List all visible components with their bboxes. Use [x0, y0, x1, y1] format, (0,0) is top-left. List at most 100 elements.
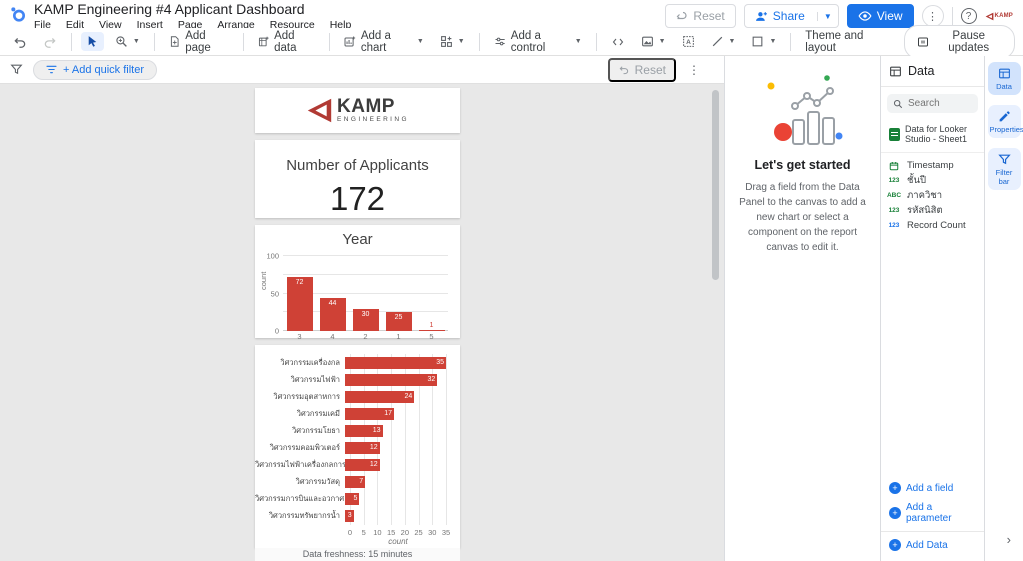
field-ภาควิชา[interactable]: ABC ภาควิชา	[885, 188, 980, 203]
x-tick-label: 25	[414, 528, 423, 537]
x-axis-categories: 3 4 2 1 5	[283, 332, 448, 341]
get-started-illustration	[767, 75, 842, 145]
theme-and-layout-button[interactable]: Theme and layout	[805, 29, 864, 54]
bar-value-label: 13	[372, 426, 381, 434]
bar[interactable]: 12	[345, 441, 380, 454]
add-quick-filter-button[interactable]: + Add quick filter	[33, 59, 158, 80]
pause-updates-button[interactable]: Pause updates	[904, 24, 1015, 59]
x-tick-label: 35	[441, 528, 451, 537]
filter-bar-more-icon[interactable]: ⋮	[688, 62, 700, 77]
bar-value-label: 17	[384, 409, 393, 417]
tab-properties[interactable]: Properties	[987, 105, 1023, 138]
bar-value-label: 32	[427, 375, 436, 383]
share-dropdown-caret[interactable]: ▼	[816, 11, 838, 21]
redo-button[interactable]	[38, 32, 62, 52]
bar[interactable]: 30	[352, 308, 379, 331]
field-Timestamp[interactable]: Timestamp	[885, 158, 980, 173]
scrollbar-thumb[interactable]	[712, 90, 719, 280]
bar-row: วิศวกรรมวัสดุ 7	[255, 473, 446, 490]
field-รหัสนิสิต[interactable]: 123 รหัสนิสิต	[885, 203, 980, 218]
filter-funnel-icon	[10, 63, 23, 76]
embed-url-button[interactable]	[606, 33, 630, 51]
report-title[interactable]: KAMP Engineering #4 Applicant Dashboard	[34, 1, 305, 17]
bar[interactable]: 1	[418, 322, 445, 331]
field-ชั้นปี[interactable]: 123 ชั้นปี	[885, 173, 980, 188]
kamp-logo-subtext: ENGINEERING	[337, 116, 409, 124]
add-a-field-button[interactable]: + Add a field	[881, 478, 984, 498]
scorecard-number-of-applicants[interactable]: Number of Applicants 172	[255, 140, 460, 218]
search-input[interactable]	[908, 98, 978, 109]
tab-filter-bar[interactable]: Filter bar	[987, 148, 1021, 190]
y-tick-label: 50	[270, 289, 279, 298]
text-box-tool[interactable]: A	[677, 32, 700, 51]
shape-tool[interactable]: ▼	[746, 32, 781, 51]
filter-reset-button[interactable]: Reset	[607, 57, 676, 82]
search-icon	[893, 99, 903, 109]
view-button[interactable]: View	[846, 4, 914, 28]
numeric-type-icon: 123	[888, 207, 900, 214]
bar[interactable]: 72	[286, 277, 313, 331]
bar[interactable]: 13	[345, 424, 383, 437]
x-tick-label: 3	[297, 332, 302, 341]
x-tick-label: 0	[347, 528, 353, 537]
line-tool[interactable]: ▼	[706, 32, 741, 51]
data-source-row[interactable]: Data for Looker Studio - Sheet1	[881, 120, 984, 153]
logo-component[interactable]: KAMP ENGINEERING	[255, 88, 460, 133]
bar[interactable]: 17	[345, 407, 395, 420]
community-visualizations-button[interactable]: ▼	[435, 32, 470, 51]
undo-icon	[618, 64, 630, 75]
reset-button[interactable]: Reset	[665, 4, 736, 28]
pencil-icon	[999, 111, 1010, 122]
bar-row: วิศวกรรมไฟฟ้า 32	[255, 371, 446, 388]
select-cursor-tool[interactable]	[80, 32, 104, 51]
x-tick-label: 15	[386, 528, 396, 537]
year-bar-chart[interactable]: Year count 0 50 100 72 44 30 25 1 3 4 2 1 5	[255, 225, 460, 341]
bar[interactable]: 44	[319, 298, 346, 331]
looker-studio-logo-icon[interactable]	[10, 6, 26, 22]
canvas-scrollbar[interactable]	[712, 90, 719, 555]
image-tool[interactable]: ▼	[636, 32, 671, 51]
x-tick-label: 1	[396, 332, 401, 341]
category-label: วิศวกรรมโยธา	[292, 425, 340, 435]
department-bar-chart[interactable]: วิศวกรรมเครื่องกล 35 วิศวกรรมไฟฟ้า 32 วิศวกร…	[255, 345, 460, 548]
tab-data[interactable]: Data	[987, 62, 1021, 95]
calendar-icon	[885, 161, 903, 171]
zoom-tool[interactable]: ▼	[110, 32, 145, 51]
x-tick-label: 5	[429, 332, 434, 341]
undo-button[interactable]	[8, 32, 32, 52]
category-label: วิศวกรรมไฟฟ้าเครื่องกลการผลิต	[255, 459, 360, 469]
report-canvas[interactable]: KAMP ENGINEERING Number of Applicants 17…	[0, 84, 724, 561]
get-started-title: Let's get started	[754, 158, 851, 172]
bar[interactable]: 25	[385, 312, 412, 331]
share-button[interactable]: Share ▼	[743, 4, 839, 28]
category-label: วิศวกรรมคอมพิวเตอร์	[269, 442, 340, 452]
bar[interactable]: 32	[345, 373, 438, 386]
more-options-button[interactable]: ⋮	[921, 5, 944, 27]
collapse-panel-chevron[interactable]: ›	[1006, 532, 1011, 547]
bar[interactable]: 7	[345, 475, 366, 488]
bar[interactable]: 24	[345, 390, 415, 403]
add-page-button[interactable]: Add page	[164, 27, 234, 57]
add-a-parameter-button[interactable]: + Add a parameter	[881, 498, 984, 528]
kamp-logo-icon	[307, 98, 332, 123]
field-list: Timestamp 123 ชั้นปี ABC ภาควิชา 123 รหัสนิสิต…	[881, 153, 984, 238]
account-avatar[interactable]: KAMP	[985, 12, 1013, 21]
field-search-box[interactable]	[887, 94, 978, 113]
field-Record Count[interactable]: 123 Record Count	[885, 218, 980, 233]
x-tick-label: 4	[330, 332, 335, 341]
help-icon[interactable]: ?	[960, 8, 977, 24]
add-data-button-bottom[interactable]: + Add Data	[881, 535, 984, 555]
add-chart-button[interactable]: Add a chart ▼	[339, 27, 429, 57]
add-control-button[interactable]: Add a control ▼	[489, 27, 587, 57]
category-label: วิศวกรรมทรัพยากรน้ำ	[268, 510, 340, 520]
add-data-button[interactable]: Add data	[253, 27, 320, 57]
bar-value-label: 24	[404, 392, 413, 400]
right-tab-rail: Data Properties Filter bar ›	[984, 56, 1023, 561]
bar[interactable]: 3	[345, 509, 354, 522]
bar-row: วิศวกรรมเคมี 17	[255, 405, 446, 422]
x-tick-label: 10	[373, 528, 382, 537]
bar[interactable]: 5	[345, 492, 360, 505]
bar[interactable]: 35	[345, 356, 446, 369]
bar[interactable]: 12	[345, 458, 380, 471]
x-tick-label: 30	[428, 528, 437, 537]
